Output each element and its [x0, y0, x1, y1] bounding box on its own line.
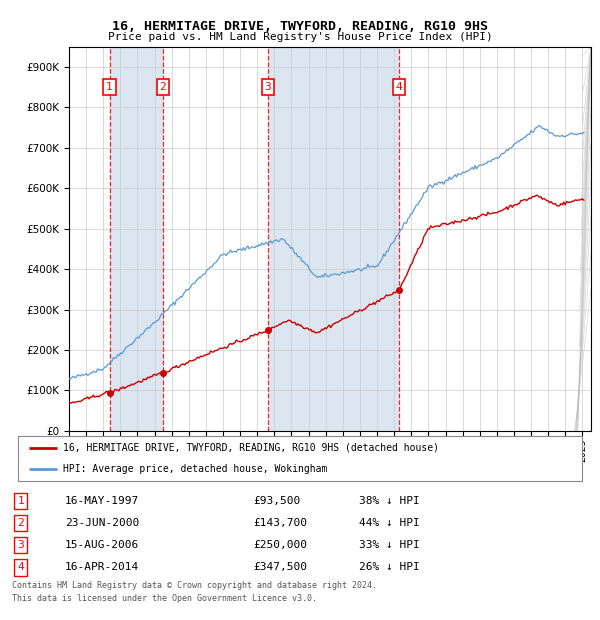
Text: 1: 1	[106, 82, 113, 92]
Text: 1: 1	[17, 496, 24, 506]
Text: 16, HERMITAGE DRIVE, TWYFORD, READING, RG10 9HS: 16, HERMITAGE DRIVE, TWYFORD, READING, R…	[112, 20, 488, 33]
Text: £250,000: £250,000	[253, 540, 307, 550]
FancyBboxPatch shape	[18, 436, 582, 480]
Text: 23-JUN-2000: 23-JUN-2000	[65, 518, 139, 528]
Text: Contains HM Land Registry data © Crown copyright and database right 2024.: Contains HM Land Registry data © Crown c…	[12, 581, 377, 590]
Text: 2: 2	[160, 82, 166, 92]
Bar	[578, 46, 591, 431]
Text: 4: 4	[396, 82, 403, 92]
Text: 44% ↓ HPI: 44% ↓ HPI	[359, 518, 419, 528]
Text: 16-APR-2014: 16-APR-2014	[65, 562, 139, 572]
Text: 3: 3	[265, 82, 271, 92]
Text: £347,500: £347,500	[253, 562, 307, 572]
Text: This data is licensed under the Open Government Licence v3.0.: This data is licensed under the Open Gov…	[12, 595, 317, 603]
Text: 4: 4	[17, 562, 24, 572]
Text: 38% ↓ HPI: 38% ↓ HPI	[359, 496, 419, 506]
Text: 2: 2	[17, 518, 24, 528]
Text: HPI: Average price, detached house, Wokingham: HPI: Average price, detached house, Woki…	[63, 464, 328, 474]
Text: £143,700: £143,700	[253, 518, 307, 528]
Text: Price paid vs. HM Land Registry's House Price Index (HPI): Price paid vs. HM Land Registry's House …	[107, 32, 493, 42]
Text: 33% ↓ HPI: 33% ↓ HPI	[359, 540, 419, 550]
Bar	[110, 46, 163, 431]
Text: 3: 3	[17, 540, 24, 550]
Text: 16, HERMITAGE DRIVE, TWYFORD, READING, RG10 9HS (detached house): 16, HERMITAGE DRIVE, TWYFORD, READING, R…	[63, 443, 439, 453]
Text: 26% ↓ HPI: 26% ↓ HPI	[359, 562, 419, 572]
Text: 16-MAY-1997: 16-MAY-1997	[65, 496, 139, 506]
Text: £93,500: £93,500	[253, 496, 300, 506]
Bar	[268, 46, 399, 431]
Text: 15-AUG-2006: 15-AUG-2006	[65, 540, 139, 550]
